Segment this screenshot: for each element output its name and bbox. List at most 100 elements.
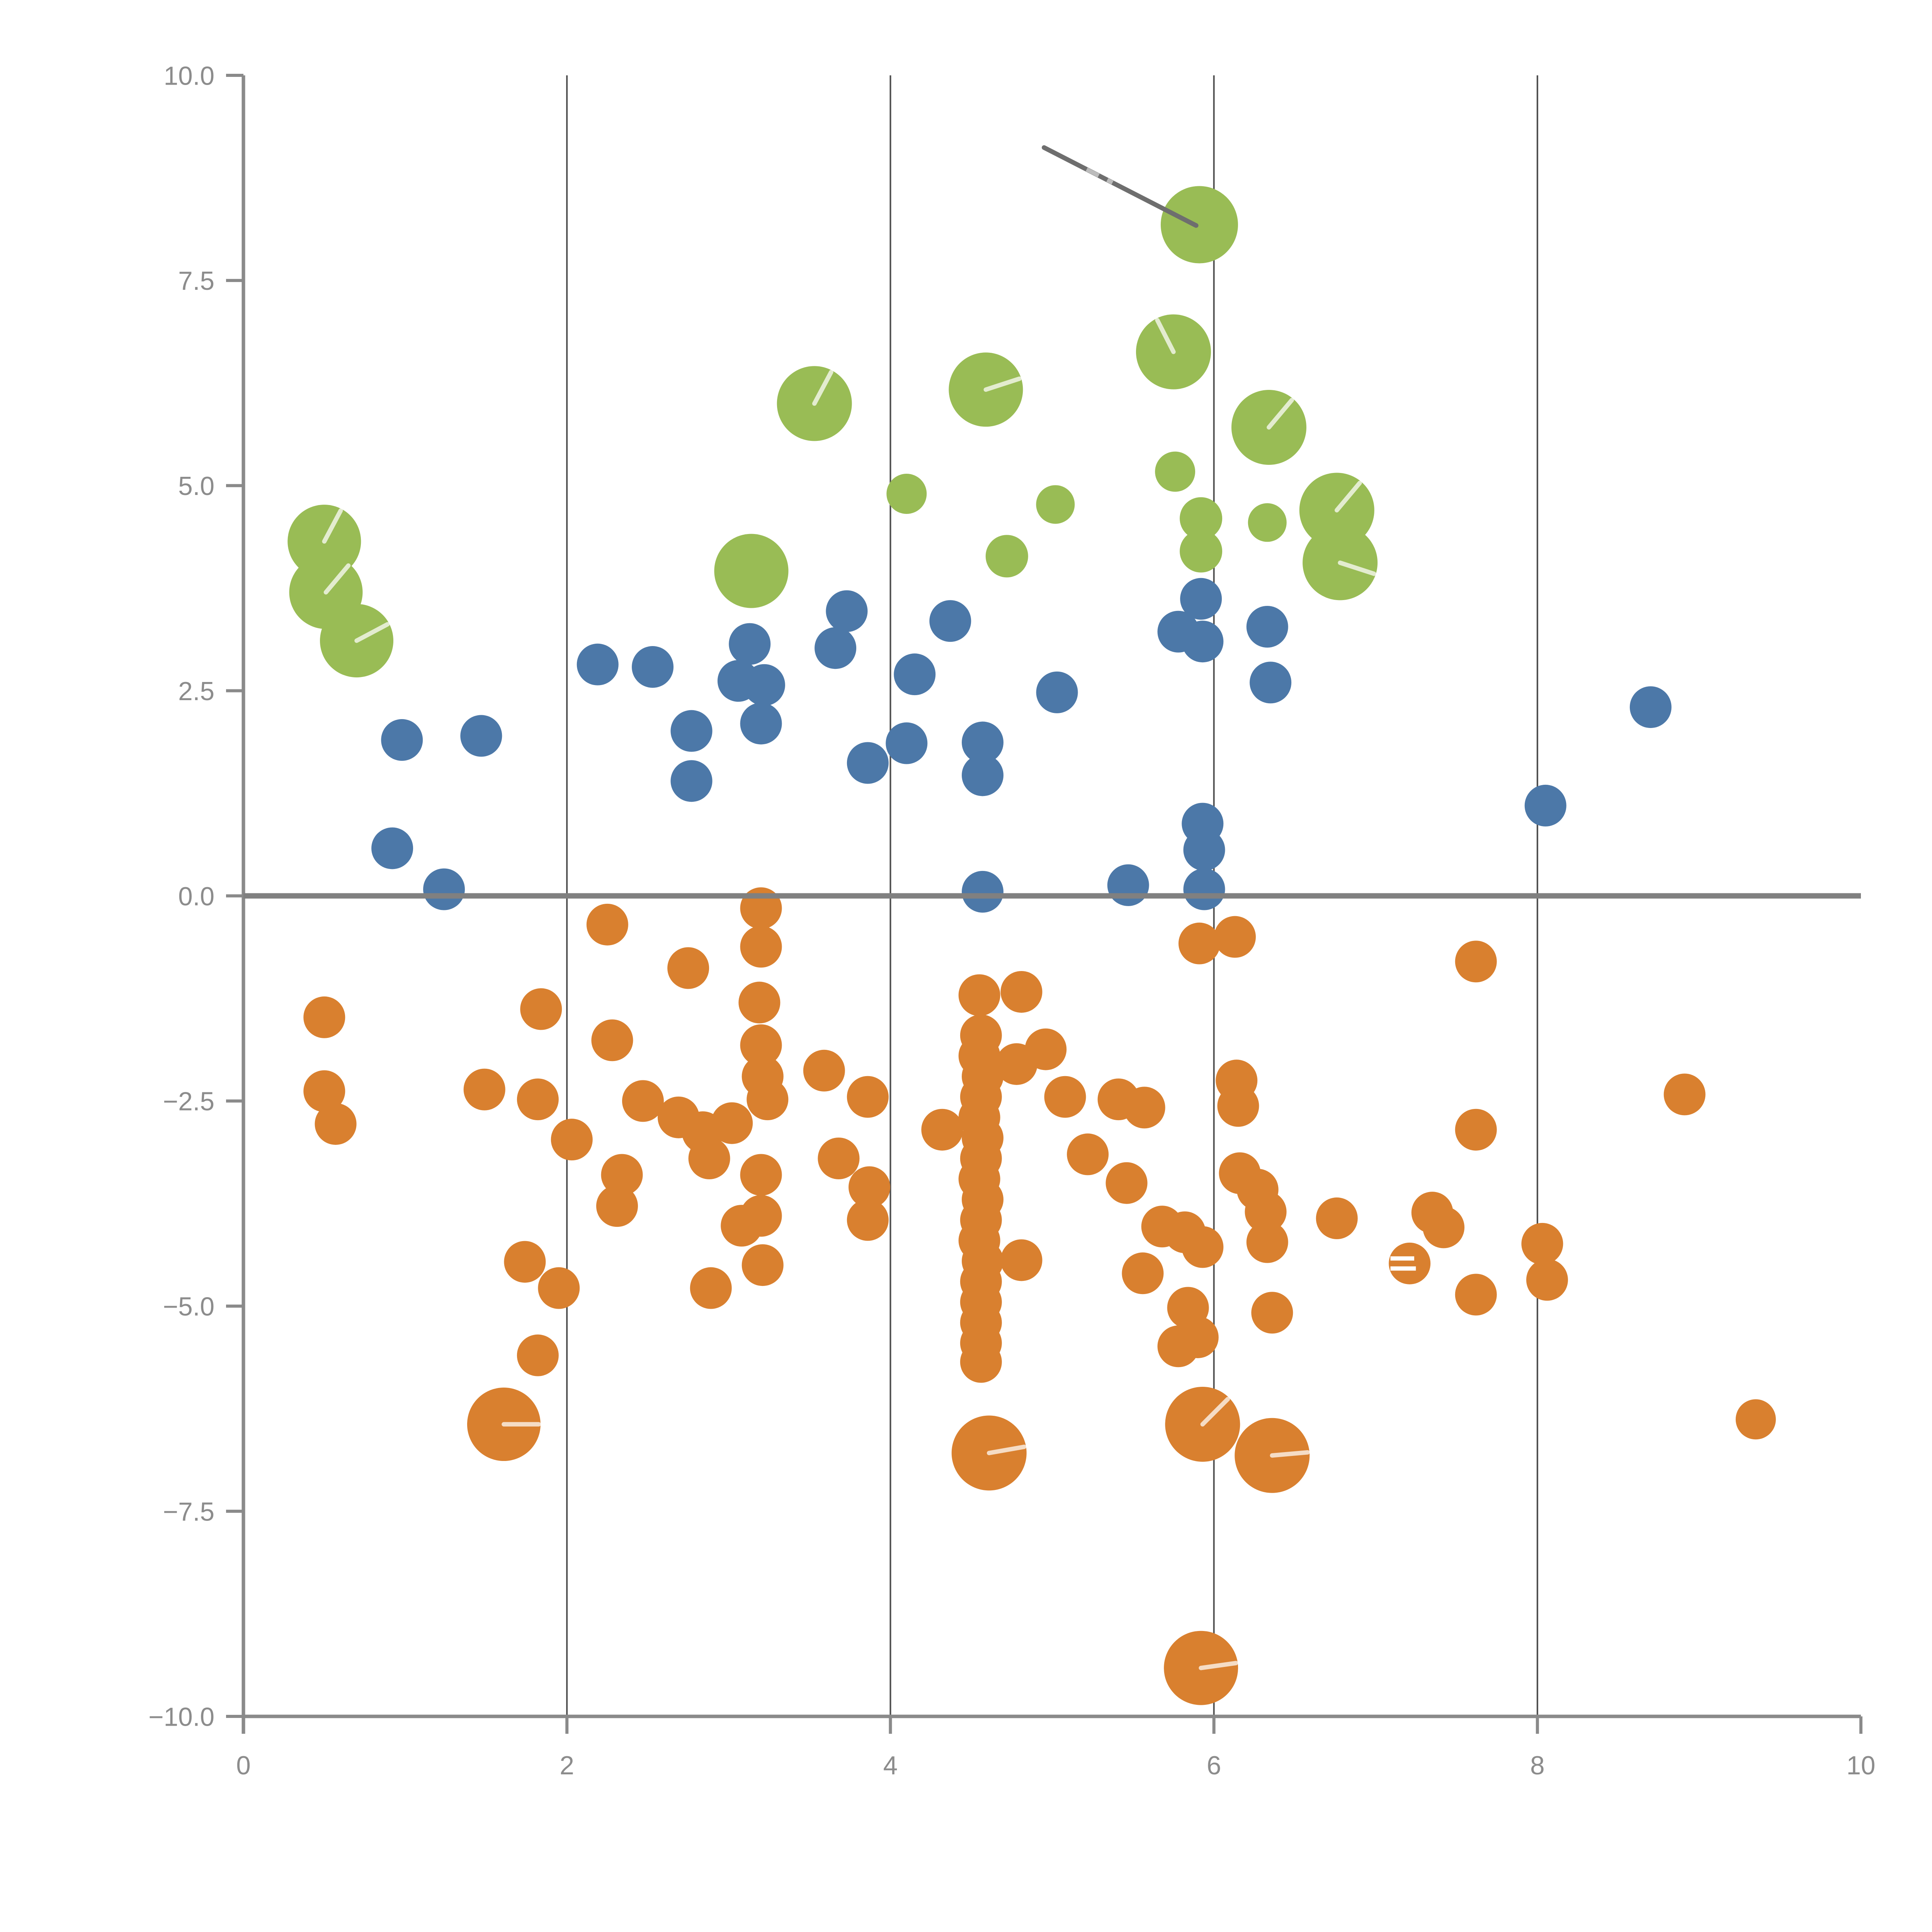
x-tick-label: 2: [560, 1751, 574, 1780]
marker-slash: [1199, 1661, 1238, 1670]
tick-labels: 10.0 7.5 5.0 2.5 0.0 −2.5 −5.0 −7.5 −10.0 0 2 4 6 8 10: [148, 61, 1875, 1780]
data-point-orange-91: [1455, 1274, 1497, 1316]
data-point-orange-80: [1251, 1292, 1293, 1334]
data-point-orange-34: [847, 1076, 889, 1118]
marker-slash: [1155, 318, 1176, 354]
y-tick-label: 2.5: [178, 677, 214, 706]
data-point-blue-13: [826, 590, 868, 632]
data-point-orange-27: [747, 1078, 789, 1121]
marker-slash: [354, 622, 390, 643]
marker-slash: [1334, 481, 1362, 513]
data-point-green-13: [1180, 530, 1223, 573]
data-point-orange-93: [1526, 1259, 1568, 1301]
marker-slash: [1270, 1450, 1310, 1458]
marker-slash: [812, 370, 833, 406]
data-point-green-7: [985, 535, 1028, 578]
data-point-orange-94: [1663, 1073, 1706, 1116]
data-point-blue-10: [743, 664, 785, 706]
data-point-orange-90: [1455, 1109, 1497, 1151]
data-point-blue-21: [1036, 671, 1078, 713]
data-point-blue-16: [894, 653, 936, 696]
data-point-orange-75: [1217, 1085, 1259, 1127]
data-point-blue-20: [962, 871, 1004, 913]
data-point-orange-64: [1105, 1162, 1148, 1204]
marker-slash: [1338, 560, 1376, 576]
data-point-orange-17: [711, 1102, 753, 1144]
y-tick-label: −2.5: [163, 1087, 214, 1116]
data-point-orange-5: [517, 1078, 559, 1121]
y-tick-label: 0.0: [178, 882, 214, 911]
data-point-orange-2: [315, 1103, 357, 1145]
data-point-orange-31: [742, 1244, 784, 1286]
data-point-orange-61: [1067, 1133, 1109, 1175]
data-point-green-5: [714, 534, 789, 608]
data-point-green-10: [1155, 451, 1196, 492]
data-point-blue-5: [632, 646, 674, 688]
data-point-orange-92: [1521, 1223, 1563, 1265]
data-point-blue-3: [460, 715, 502, 757]
marker-slash: [322, 508, 343, 544]
data-point-blue-6: [670, 710, 713, 752]
data-point-orange-63: [1123, 1087, 1165, 1129]
data-point-blue-17: [929, 600, 971, 642]
overlay-lines: [243, 145, 1861, 899]
data-point-orange-8: [538, 1267, 580, 1309]
data-point-blue-18: [962, 721, 1004, 764]
marker-slash: [1267, 398, 1294, 430]
data-point-orange-65: [1122, 1252, 1164, 1294]
data-point-orange-11: [586, 903, 628, 946]
marker-slash: [323, 563, 351, 595]
data-point-orange-36: [847, 1199, 889, 1241]
data-point-orange-78: [1245, 1191, 1287, 1233]
data-point-blue-29: [1246, 605, 1288, 648]
data-point-orange-3: [463, 1068, 505, 1111]
data-point-orange-12: [591, 1019, 633, 1061]
data-point-green-11: [1160, 186, 1238, 264]
data-point-blue-24: [1180, 578, 1222, 620]
annotation-line-light-segment: [1085, 167, 1114, 185]
data-point-orange-89: [1455, 940, 1497, 983]
data-point-orange-71: [1157, 1325, 1199, 1367]
y-tick-label: 7.5: [178, 267, 214, 296]
marker-slash: [983, 376, 1022, 392]
data-point-orange-18: [688, 1138, 730, 1180]
x-tick-label: 0: [236, 1751, 251, 1780]
y-tick-label: −10.0: [148, 1702, 214, 1731]
data-point-blue-12: [815, 627, 857, 669]
data-point-blue-31: [1524, 784, 1566, 827]
data-point-orange-88: [1423, 1206, 1465, 1248]
data-point-orange-21: [690, 1267, 732, 1309]
data-point-orange-73: [1214, 916, 1256, 958]
data-point-orange-68: [1182, 1226, 1224, 1268]
data-point-green-8: [1036, 485, 1075, 524]
data-point-orange-39: [1000, 971, 1043, 1013]
data-point-blue-2: [423, 868, 465, 910]
data-point-orange-95: [1735, 1399, 1776, 1440]
data-point-orange-59: [1025, 1028, 1067, 1070]
data-point-orange-30: [721, 1205, 763, 1247]
data-point-orange-23: [740, 926, 782, 968]
data-point-blue-19: [962, 754, 1004, 796]
data-point-green-15: [1248, 503, 1287, 542]
data-point-orange-32: [803, 1049, 845, 1092]
data-point-orange-9: [517, 1334, 559, 1376]
y-tick-label: 5.0: [178, 472, 214, 501]
data-point-orange-60: [1044, 1076, 1086, 1118]
data-point-orange-6: [551, 1119, 593, 1161]
data-point-orange-33: [818, 1138, 860, 1180]
data-point-orange-86: [1389, 1242, 1431, 1284]
data-point-blue-14: [847, 742, 889, 784]
data-point-orange-57: [960, 1341, 1002, 1383]
data-point-blue-4: [577, 643, 619, 685]
data-point-blue-15: [886, 722, 928, 764]
data-point-blue-22: [1107, 864, 1149, 906]
y-tick-label: −5.0: [163, 1293, 214, 1321]
data-point-orange-24: [738, 981, 781, 1024]
axes: [226, 74, 1863, 1734]
data-point-orange-35: [848, 1166, 890, 1208]
data-point-green-6: [886, 473, 927, 514]
data-points: [287, 186, 1776, 1705]
data-point-orange-7: [504, 1241, 546, 1283]
data-point-orange-0: [303, 996, 345, 1038]
data-point-blue-32: [1629, 686, 1672, 728]
